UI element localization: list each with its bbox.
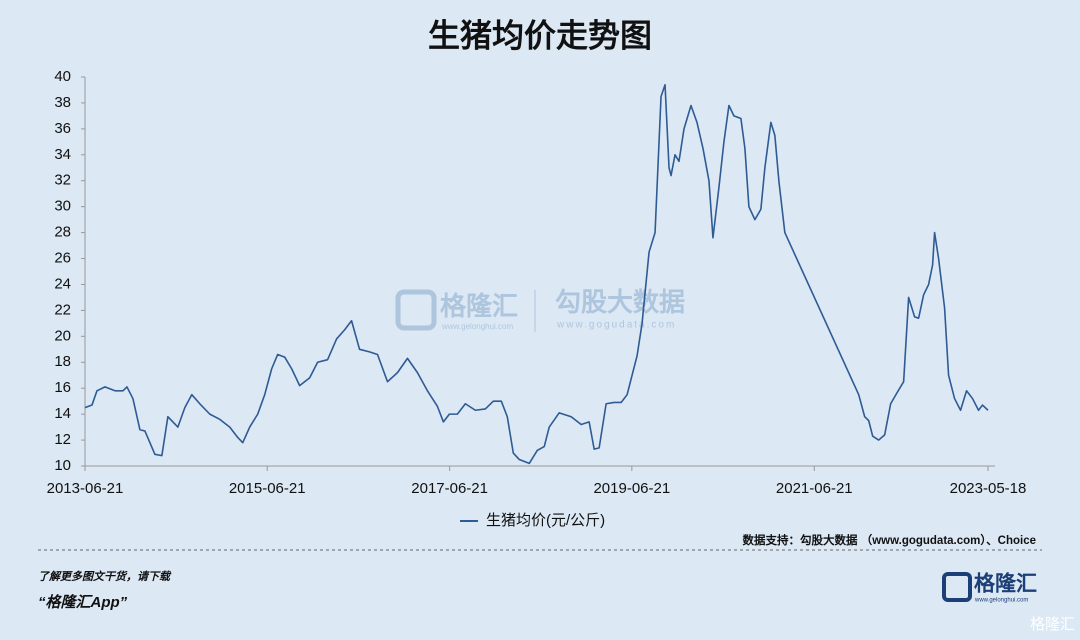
y-tick-label: 40 [54, 68, 71, 85]
y-tick-label: 16 [54, 379, 71, 396]
x-tick-label: 2017-06-21 [411, 480, 488, 497]
y-tick-label: 10 [54, 457, 71, 474]
y-tick-label: 12 [54, 431, 71, 448]
source: 数据支持：勾股大数据 （www.gogudata.com）、Choice [743, 533, 1036, 547]
y-tick-label: 20 [54, 327, 71, 344]
footer-text: 了解更多图文干货，请下载 [38, 570, 172, 583]
logo-sub: www.gelonghui.com [974, 598, 1028, 604]
y-tick-label: 18 [54, 353, 71, 370]
y-tick-label: 36 [54, 120, 71, 137]
x-tick-label: 2023-05-18 [950, 480, 1027, 497]
watermark-brand: 格隆汇 [440, 291, 518, 321]
watermark-partner: 勾股大数据 [555, 287, 685, 317]
corner-mark: 格隆汇 [1030, 616, 1075, 633]
watermark-brand-sub: www.gelonghui.com [441, 322, 513, 331]
line-series [84, 83, 989, 465]
y-tick-label: 38 [54, 94, 71, 111]
y-tick-label: 28 [54, 224, 71, 241]
legend-label: 生猪均价(元/公斤) [486, 512, 605, 529]
logo-icon [942, 572, 972, 602]
x-tick-label: 2021-06-21 [776, 480, 853, 497]
y-tick-label: 14 [54, 405, 71, 422]
logo-text: 格隆汇 [974, 572, 1037, 596]
watermark-partner-sub: www.gogudata.com [556, 320, 676, 331]
y-tick-label: 22 [54, 301, 71, 318]
watermark-icon [395, 289, 437, 331]
y-tick-label: 30 [54, 198, 71, 215]
y-tick-label: 34 [54, 146, 71, 163]
y-tick-label: 24 [54, 275, 71, 292]
y-tick-label: 26 [54, 250, 71, 267]
x-tick-label: 2019-06-21 [593, 480, 670, 497]
x-tick-label: 2013-06-21 [47, 480, 124, 497]
x-tick-label: 2015-06-21 [229, 480, 306, 497]
watermark: 格隆汇 www.gelonghui.com 勾股大数据 www.gogudata… [395, 287, 685, 332]
footer-app: “格隆汇App” [38, 594, 128, 611]
chart-title: 生猪均价走势图 [428, 17, 652, 53]
y-tick-label: 32 [54, 172, 71, 189]
